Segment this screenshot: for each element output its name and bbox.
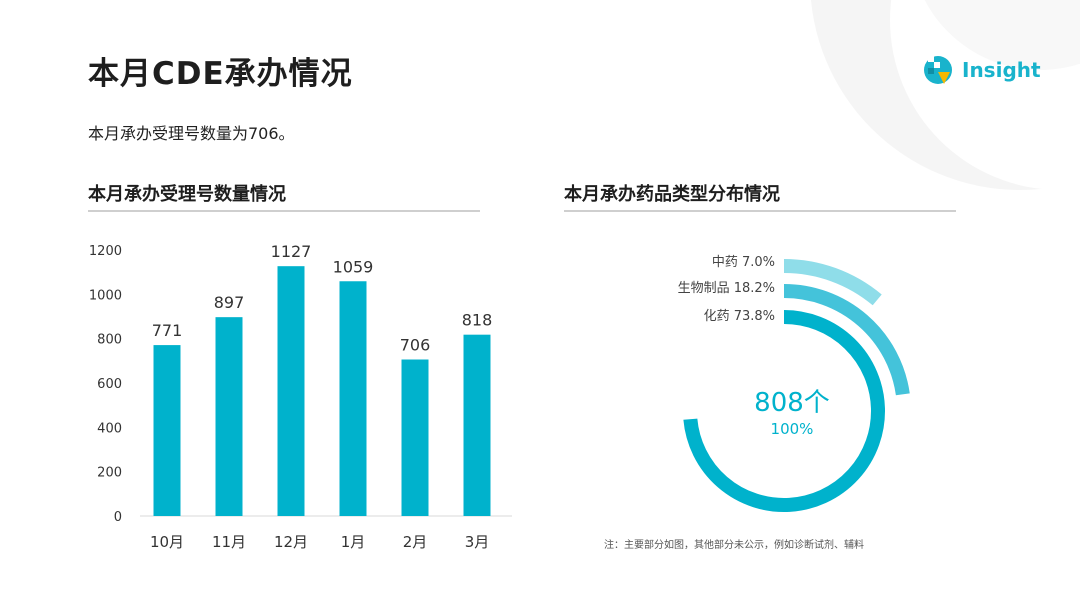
y-tick-label: 0 — [114, 510, 122, 525]
bar — [277, 266, 305, 516]
y-tick-label: 1200 — [89, 244, 122, 259]
bar-value-label: 1059 — [333, 257, 374, 276]
slice-label: 中药 7.0% — [712, 255, 775, 270]
bar — [153, 345, 181, 516]
y-tick-label: 1000 — [89, 288, 122, 303]
x-tick-label: 3月 — [465, 533, 490, 551]
bar-value-label: 818 — [462, 311, 493, 330]
ring-arc — [783, 284, 910, 396]
y-tick-label: 800 — [97, 333, 122, 348]
bar-value-label: 897 — [214, 293, 245, 312]
y-tick-label: 200 — [97, 466, 122, 481]
logo-text: Insight — [962, 58, 1041, 82]
bar — [401, 359, 429, 516]
insight-logo-icon — [924, 56, 952, 84]
bar-section-divider — [88, 210, 480, 212]
x-tick-label: 1月 — [341, 533, 366, 551]
ring-arc — [683, 310, 885, 512]
bar — [215, 317, 243, 516]
donut-chart-section-title: 本月承办药品类型分布情况 — [564, 184, 780, 205]
donut-section-divider — [564, 210, 956, 212]
summary-text: 本月承办受理号数量为706。 — [88, 124, 295, 143]
x-tick-label: 2月 — [403, 533, 428, 551]
slice-label: 生物制品 18.2% — [678, 281, 775, 296]
x-tick-label: 10月 — [150, 533, 184, 551]
footnote: 注：主要部分如图，其他部分未公示，例如诊断试剂、辅料 — [604, 540, 864, 551]
bar-value-label: 771 — [152, 321, 183, 340]
x-tick-label: 12月 — [274, 533, 308, 551]
logo: Insight — [920, 52, 1041, 88]
slice-label: 化药 73.8% — [704, 309, 775, 324]
bar-chart: 0 200 400 600 800 1000 1200 771 10月 897 11月 1127 12月… — [89, 242, 512, 551]
y-tick-label: 600 — [97, 377, 122, 392]
bar-value-label: 1127 — [271, 242, 312, 261]
x-tick-label: 11月 — [212, 533, 246, 551]
bar — [463, 334, 491, 516]
bar-value-label: 706 — [400, 336, 431, 355]
center-value: 808个 — [754, 388, 830, 418]
page-title: 本月CDE承办情况 — [88, 56, 353, 92]
bar-chart-section-title: 本月承办受理号数量情况 — [88, 184, 286, 205]
bar — [339, 281, 367, 516]
center-percent: 100% — [771, 420, 814, 438]
ring-arc — [783, 259, 882, 306]
y-tick-label: 400 — [97, 421, 122, 436]
